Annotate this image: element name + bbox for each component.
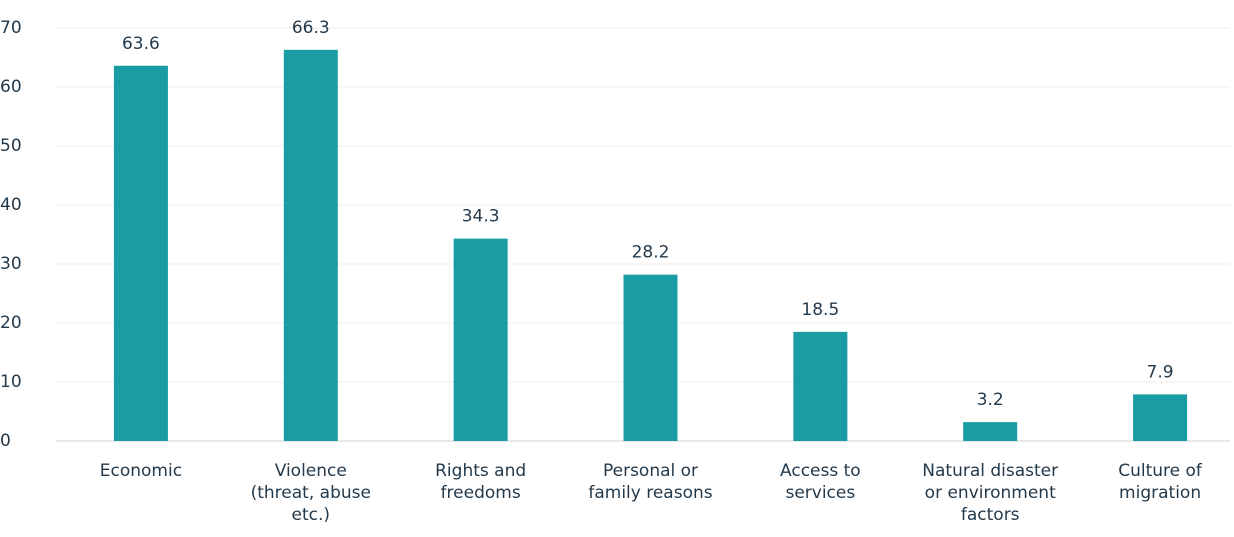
value-label: 66.3 — [292, 18, 330, 38]
y-tick-label: 60 — [0, 77, 22, 97]
bar — [793, 331, 848, 441]
value-label: 63.6 — [122, 34, 160, 54]
value-label: 3.2 — [977, 390, 1004, 410]
value-label: 28.2 — [632, 243, 670, 263]
bar — [963, 422, 1018, 441]
y-tick-label: 50 — [0, 136, 22, 156]
y-tick-label: 0 — [0, 431, 11, 451]
bar — [453, 238, 508, 441]
value-label: 7.9 — [1147, 362, 1174, 382]
x-tick-label: Natural disaster or environment factors — [922, 461, 1058, 525]
y-tick-label: 70 — [0, 18, 22, 38]
y-tick-label: 40 — [0, 195, 22, 215]
value-label: 18.5 — [801, 300, 839, 320]
bar — [1133, 394, 1188, 441]
y-tick-label: 20 — [0, 313, 22, 333]
bar — [623, 274, 678, 441]
x-tick-label: Rights and freedoms — [435, 461, 526, 503]
value-label: 34.3 — [462, 207, 500, 227]
x-tick-label: Economic — [100, 461, 182, 481]
bar — [113, 65, 168, 441]
x-tick-label: Culture of migration — [1118, 461, 1203, 503]
y-tick-label: 30 — [0, 254, 22, 274]
x-tick-label: Personal or family reasons — [588, 461, 712, 503]
x-tick-label: Access to services — [780, 461, 861, 503]
bar — [283, 49, 338, 441]
x-tick-label: Violence (threat, abuse etc.) — [251, 461, 371, 525]
y-tick-label: 10 — [0, 372, 22, 392]
